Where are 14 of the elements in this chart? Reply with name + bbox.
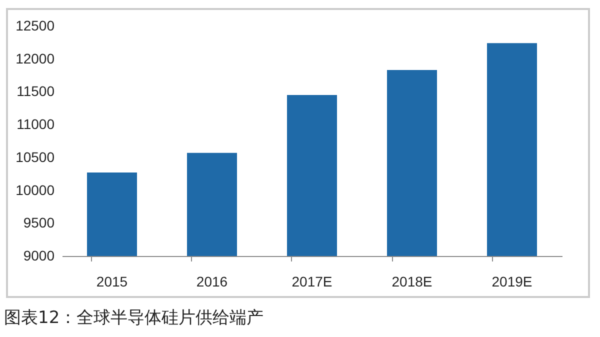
y-tick-label: 11000 xyxy=(16,116,55,132)
x-tick-label: 2015 xyxy=(96,274,128,290)
x-tick-label: 2019E xyxy=(492,274,532,290)
y-tick-label: 10500 xyxy=(16,148,55,165)
x-tick-label: 2017E xyxy=(292,274,332,290)
x-tick-label: 2018E xyxy=(392,274,432,290)
text: 图表12：全球半导体硅片供给端产 xyxy=(4,307,264,329)
y-tick-label: 11500 xyxy=(16,83,55,100)
y-tick-label: 12000 xyxy=(16,50,55,66)
y-tick-label: 10000 xyxy=(16,182,55,198)
y-tick-label: 9000 xyxy=(23,248,55,264)
y-tick-label: 12500 xyxy=(16,18,55,34)
x-tick-label: 2016 xyxy=(196,274,228,290)
y-tick-label: 9500 xyxy=(23,214,55,231)
